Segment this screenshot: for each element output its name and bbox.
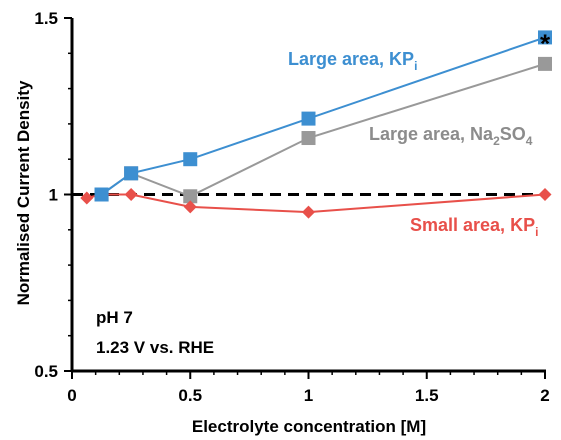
data-point [80, 191, 94, 205]
series-label-large-na-sub1: 2 [493, 134, 500, 148]
series-label-large-na-sub2: 4 [526, 134, 533, 148]
condition-ph: pH 7 [96, 308, 133, 327]
condition-potential: 1.23 V vs. RHE [96, 338, 214, 357]
series-line [86, 193, 546, 214]
x-tick-label: 0 [67, 386, 76, 405]
data-point [301, 131, 316, 146]
x-axis-title: Electrolyte concentration [M] [192, 417, 426, 436]
x-tick-label: 1.5 [415, 386, 439, 405]
series-label-large-na-base: Large area, Na [369, 124, 494, 144]
series-layer [80, 30, 552, 219]
series-label-large-na-mid: SO [500, 124, 526, 144]
y-tick-label: 1 [49, 186, 58, 205]
x-tick-label: 0.5 [178, 386, 202, 405]
data-point [301, 111, 316, 126]
data-point [183, 200, 197, 214]
series-label-large-na2so4: Large area, Na2SO4 [369, 124, 533, 148]
data-point [538, 56, 552, 71]
x-tick-label: 1 [304, 386, 313, 405]
data-point [538, 30, 552, 45]
data-point [124, 188, 138, 201]
series-label-large-kpi-sub: i [414, 59, 417, 73]
y-tick-label: 0.5 [34, 362, 58, 381]
y-axis-title: Normalised Current Density [14, 80, 33, 305]
series-label-small-kpi: Small area, KPi [410, 215, 538, 239]
series-0 [94, 30, 552, 202]
data-point [124, 166, 139, 181]
data-point [183, 152, 198, 167]
data-point [94, 187, 109, 202]
data-point [183, 189, 198, 204]
data-point [302, 205, 315, 219]
y-tick-label: 1.5 [34, 9, 58, 28]
series-label-small-kpi-base: Small area, KP [410, 215, 535, 235]
x-tick-label: 2 [540, 386, 549, 405]
series-label-small-kpi-sub: i [535, 225, 538, 239]
data-point [538, 188, 552, 201]
series-label-large-kpi-base: Large area, KP [288, 49, 414, 69]
tick-layer: 0 0.5 1 1.5 2 0.5 1 1.5 [34, 9, 549, 405]
significance-asterisk: * [540, 28, 551, 58]
series-label-large-kpi: Large area, KPi [288, 49, 417, 73]
